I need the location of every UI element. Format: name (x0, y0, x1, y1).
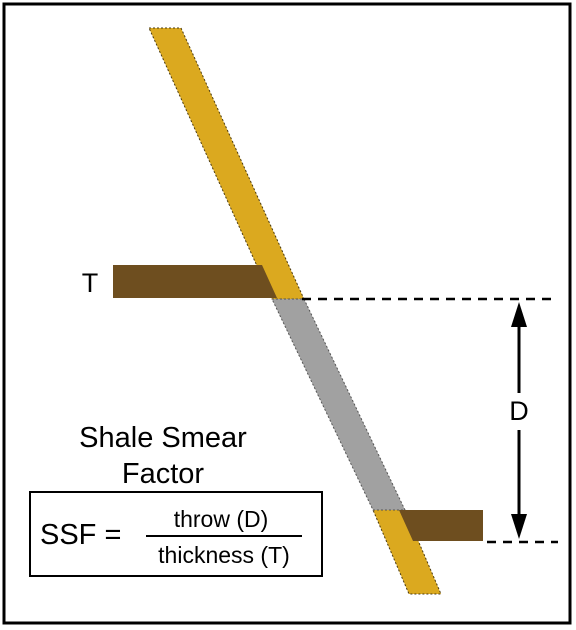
formula-lhs: SSF = (40, 519, 121, 551)
title-line-1: Shale Smear (79, 422, 247, 454)
formula-numerator: throw (D) (174, 506, 269, 532)
formula-box (29, 491, 323, 577)
title-line-2: Factor (122, 458, 205, 490)
shale-bed-lower (399, 510, 483, 541)
formula-denominator: thickness (T) (158, 542, 290, 568)
throw-arrow-head-up (511, 302, 527, 327)
shale-bed-upper (113, 265, 277, 298)
throw-arrow-head-down (511, 514, 527, 539)
shale-thickness-label: T (82, 268, 99, 298)
throw-label: D (509, 396, 529, 426)
